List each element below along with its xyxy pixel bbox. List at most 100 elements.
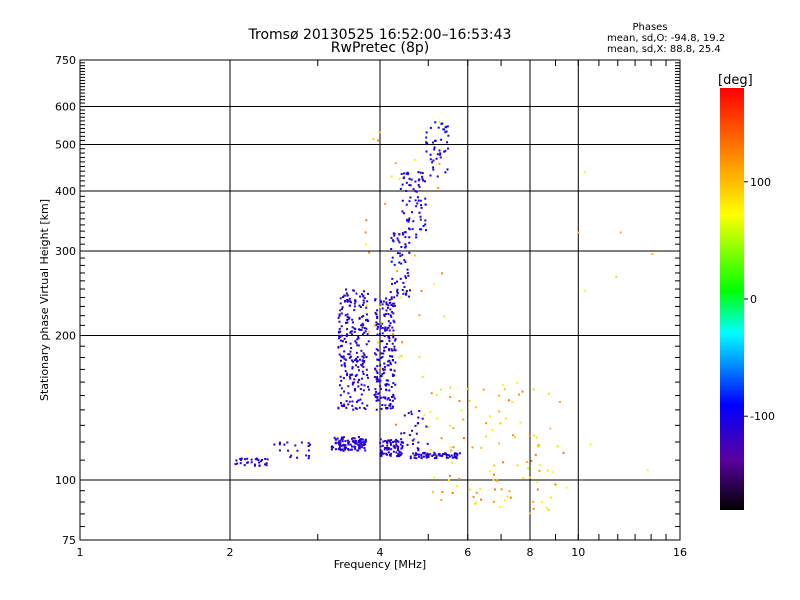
x-tick-label: 4 [377,546,384,559]
data-point [429,158,432,161]
data-point [405,203,408,206]
data-point [389,308,392,311]
data-point [412,188,415,191]
data-point [414,190,417,193]
data-point [376,317,379,320]
data-point [348,400,351,403]
data-point [549,496,552,499]
data-point [361,446,364,449]
data-point [390,260,393,263]
data-point [444,149,447,152]
data-point [346,321,349,324]
data-point [403,285,406,288]
data-point [386,448,389,451]
data-point [651,252,654,255]
data-point [361,333,364,336]
data-point [340,379,343,382]
data-point [351,373,354,376]
data-point [307,454,310,457]
data-point [404,276,407,279]
data-point [397,453,400,456]
data-point [432,168,435,171]
data-point [375,353,378,356]
data-point [380,454,383,457]
data-point [354,439,357,442]
data-point [362,314,365,317]
data-point [407,295,410,298]
data-point [347,392,350,395]
data-point [362,303,365,306]
data-point [427,426,430,429]
data-point [355,400,358,403]
y-tick-label: 750 [55,54,76,67]
data-point [395,438,398,441]
data-point [444,171,447,174]
data-point [243,458,246,461]
data-point [337,337,340,340]
data-point [469,488,472,491]
data-point [417,416,420,419]
data-point [389,404,392,407]
data-point [380,301,383,304]
data-point [337,441,340,444]
data-point [339,339,342,342]
data-point [393,397,396,400]
data-point [445,130,448,133]
data-point [420,289,423,292]
data-point [450,461,453,464]
data-point [415,236,418,239]
data-point [500,488,503,491]
data-point [353,437,356,440]
data-point [360,444,363,447]
data-point [355,292,358,295]
data-point [383,313,386,316]
data-point [436,175,439,178]
data-point [351,366,354,369]
data-point [264,457,267,460]
data-point [492,478,495,481]
data-point [555,483,558,486]
data-point [349,301,352,304]
y-tick-label: 500 [55,139,76,152]
data-point [458,400,461,403]
data-point [452,427,455,430]
data-point [366,333,369,336]
data-point [290,454,293,457]
data-point [373,352,376,355]
data-point [396,269,399,272]
data-point [533,434,536,437]
data-point [379,325,382,328]
data-point [305,454,308,457]
data-point [410,178,413,181]
data-point [397,239,400,242]
data-point [362,324,365,327]
data-point [399,255,402,258]
data-point [388,348,391,351]
data-point [391,239,394,242]
data-point [375,408,378,411]
data-point [384,326,387,329]
data-point [390,368,393,371]
data-point [253,463,256,466]
data-point [366,318,369,321]
data-point [447,147,450,150]
data-point [367,385,370,388]
data-point [441,122,444,125]
data-point [340,334,343,337]
data-point [351,383,354,386]
data-point [445,452,448,455]
data-point [363,290,366,293]
data-point [257,459,260,462]
data-point [423,452,426,455]
data-point [443,452,446,455]
data-point [389,301,392,304]
data-point [391,373,394,376]
data-point [362,444,365,447]
data-point [384,313,387,316]
data-point [493,464,496,467]
data-point [338,443,341,446]
data-point [344,444,347,447]
data-point [400,438,403,441]
data-point [392,232,395,235]
data-point [408,184,411,187]
